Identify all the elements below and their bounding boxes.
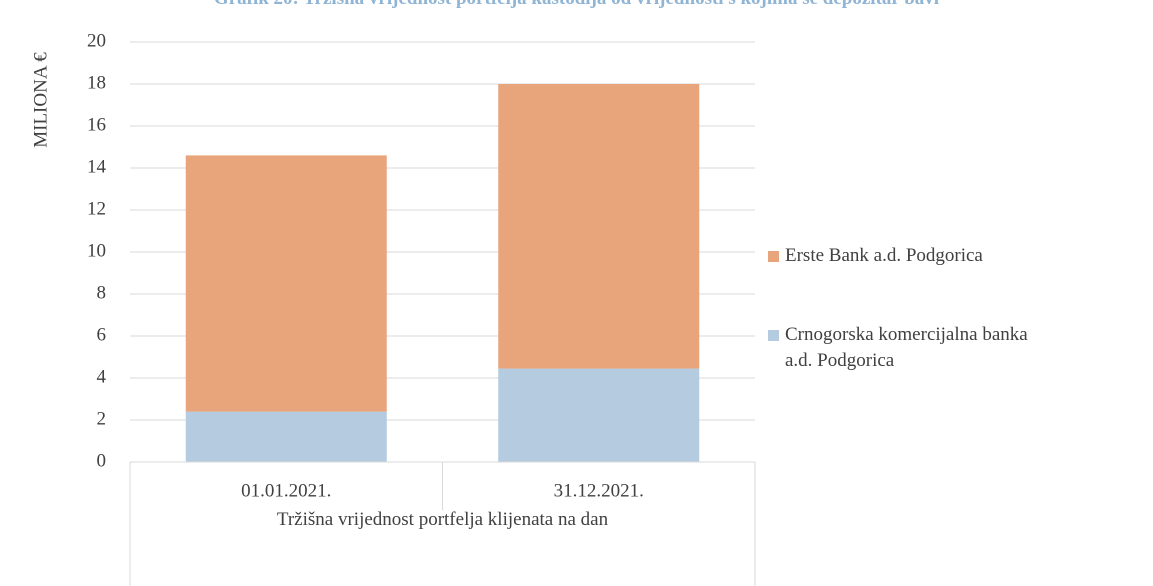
legend-label: Crnogorska komercijalna banka a.d. Podgo… (785, 324, 1028, 371)
y-axis-label: MILIONA € (30, 52, 51, 148)
legend-swatch (768, 330, 779, 341)
y-tick-label: 2 (97, 408, 107, 429)
legend-item: Erste Bank a.d. Podgorica (768, 243, 1145, 269)
y-tick-label: 4 (97, 366, 107, 387)
y-tick-label: 14 (87, 156, 107, 177)
y-tick-label: 0 (97, 450, 107, 471)
y-tick-label: 20 (87, 30, 106, 51)
x-group-label: Tržišna vrijednost portfelja klijenata n… (276, 509, 609, 530)
legend-label: Erste Bank a.d. Podgorica (785, 245, 983, 266)
y-tick-label: 10 (87, 240, 106, 261)
legend-swatch (768, 251, 779, 262)
x-tick-label: 31.12.2021. (554, 480, 644, 501)
legend-item: Crnogorska komercijalna banka a.d. Podgo… (768, 322, 1055, 374)
y-tick-label: 8 (97, 282, 107, 303)
y-tick-label: 6 (97, 324, 107, 345)
bar-segment (185, 411, 387, 462)
bar-segment (498, 84, 700, 369)
y-tick-label: 12 (87, 198, 106, 219)
chart-title: Grafik 20: Tržišna vrijednost portfelja … (0, 0, 1153, 10)
bar-segment (498, 368, 700, 462)
x-tick-label: 01.01.2021. (241, 480, 331, 501)
y-tick-label: 18 (87, 72, 106, 93)
bar-segment (185, 155, 387, 412)
y-tick-label: 16 (87, 114, 106, 135)
